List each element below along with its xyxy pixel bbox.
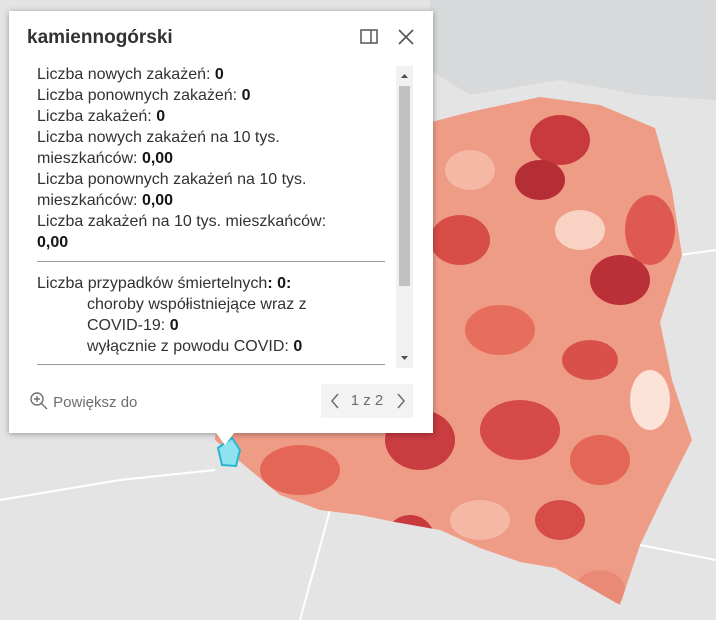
field: Liczba przypadków śmiertelnych: 0:	[37, 275, 291, 293]
field: Liczba ponownych zakażeń: 0	[37, 87, 250, 105]
field: wyłącznie z powodu COVID: 0	[87, 338, 302, 356]
field: Liczba ponownych zakażeń na 10 tys.	[37, 171, 307, 189]
county	[430, 215, 490, 265]
field-value: 0,00	[141, 192, 174, 209]
field-label: Liczba zakażeń:	[37, 108, 152, 125]
field: COVID-19: 0	[87, 317, 179, 335]
field: Liczba zakażeń: 0	[37, 108, 165, 126]
county	[445, 150, 495, 190]
popup-content: Liczba nowych zakażeń: 0 Liczba ponownyc…	[28, 62, 414, 368]
field-value: 0	[169, 317, 179, 334]
county	[590, 255, 650, 305]
field: 0,00	[37, 234, 68, 252]
zoom-label: Powiększ do	[53, 394, 138, 411]
borders	[0, 249, 716, 620]
close-button[interactable]	[395, 26, 417, 48]
field-label: Liczba zakażeń na 10 tys. mieszkańców:	[37, 213, 327, 230]
prev-button[interactable]	[328, 391, 342, 411]
field-label: Liczba ponownych zakażeń:	[37, 87, 238, 104]
county	[450, 500, 510, 540]
separator	[37, 261, 385, 262]
county	[260, 445, 340, 495]
county	[562, 340, 618, 380]
zoom-icon	[30, 392, 48, 410]
field-label: mieszkańców:	[37, 150, 138, 167]
field-label: wyłącznie z powodu COVID:	[87, 338, 289, 355]
county	[630, 370, 670, 430]
popup: kamiennogórski Liczba nowych zakażeń: 0 …	[9, 11, 433, 445]
field-value: 0	[214, 66, 224, 83]
zoom-to[interactable]: Powiększ do	[29, 391, 137, 411]
county	[535, 500, 585, 540]
field: choroby współistniejące wraz z	[87, 296, 307, 314]
scrollbar[interactable]	[396, 66, 413, 368]
county	[515, 160, 565, 200]
pager-text: 1 z 2	[350, 392, 384, 409]
popup-pointer	[216, 433, 234, 445]
field-value: 0	[156, 108, 166, 125]
county	[480, 400, 560, 460]
pager: 1 z 2	[321, 384, 413, 418]
field-label: Liczba nowych zakażeń na 10 tys.	[37, 129, 280, 146]
county	[570, 435, 630, 485]
county	[555, 210, 605, 250]
field-label: Liczba nowych zakażeń:	[37, 66, 211, 83]
field: Liczba nowych zakażeń: 0	[37, 66, 224, 84]
popup-title: kamiennogórski	[27, 27, 173, 48]
field: Liczba zakażeń na 10 tys. mieszkańców:	[37, 213, 326, 231]
field-label: mieszkańców:	[37, 192, 138, 209]
field-value: 0	[293, 338, 303, 355]
field-value: 0	[241, 87, 251, 104]
sea	[430, 0, 716, 100]
next-button[interactable]	[394, 391, 408, 411]
field-label: Liczba ponownych zakażeń na 10 tys.	[37, 171, 307, 188]
field-value: : 0:	[267, 275, 292, 292]
field-label: Liczba przypadków śmiertelnych	[37, 275, 268, 292]
field: mieszkańców: 0,00	[37, 150, 173, 168]
scroll-thumb[interactable]	[399, 86, 410, 286]
county	[625, 195, 675, 265]
county	[530, 115, 590, 165]
county	[465, 305, 535, 355]
field: mieszkańców: 0,00	[37, 192, 173, 210]
separator	[37, 364, 385, 365]
dock-button[interactable]	[358, 26, 380, 48]
field: Liczba nowych zakażeń na 10 tys.	[37, 129, 280, 147]
field-label: COVID-19:	[87, 317, 166, 334]
field-value: 0,00	[37, 234, 69, 251]
field-label: choroby współistniejące wraz z	[87, 296, 307, 313]
field-value: 0,00	[141, 150, 174, 167]
